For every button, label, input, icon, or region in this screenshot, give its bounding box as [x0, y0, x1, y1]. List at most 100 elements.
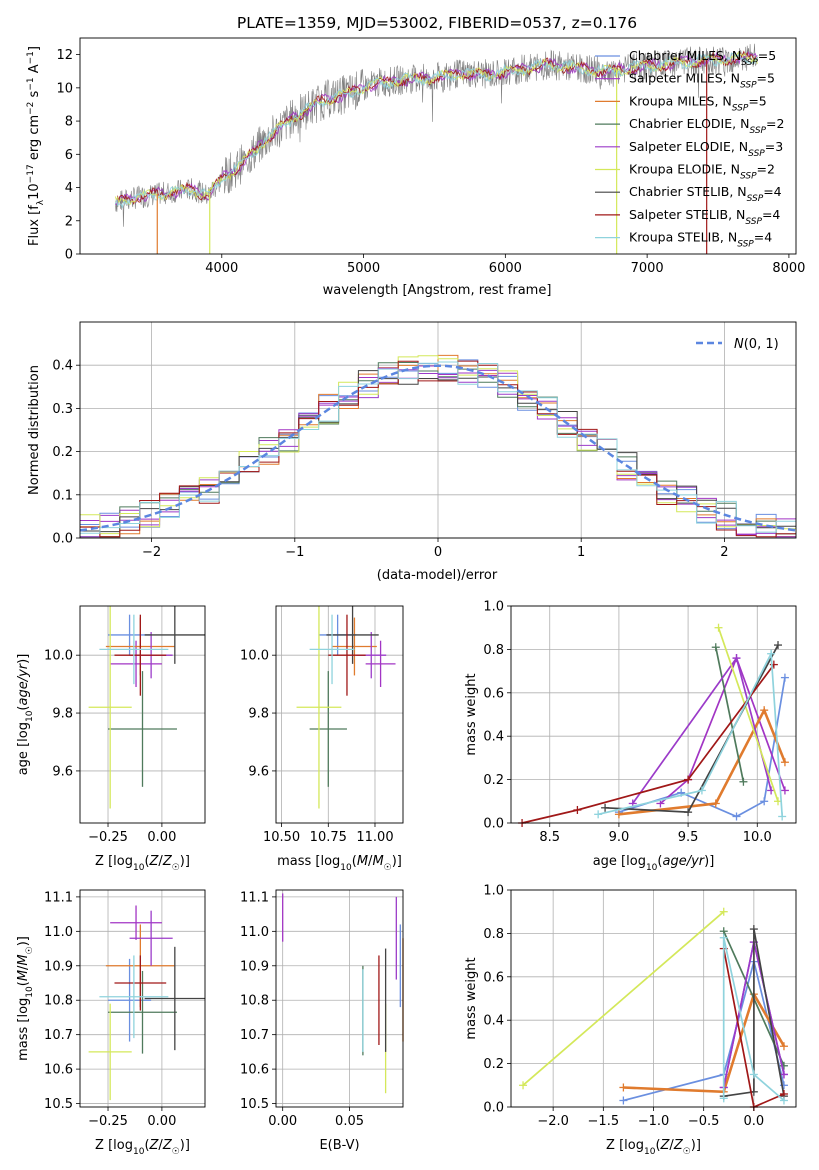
plot-area	[88, 905, 205, 1101]
plus-marker	[749, 925, 758, 934]
errorbar-point	[129, 910, 173, 966]
weight-line	[623, 990, 786, 1094]
weight-line	[717, 627, 779, 802]
y-tick-label: 0.6	[483, 970, 504, 985]
plus-marker	[778, 812, 787, 821]
axes-frame	[510, 889, 797, 1108]
axes-frame	[79, 889, 206, 1108]
plus-marker	[779, 1042, 788, 1051]
panel-mass-vs-ebv: 0.00 0.05 10.5 10.6 10.7 10.8 10.9 11.0 11.1 E(B-…	[240, 889, 404, 1153]
plus-marker	[760, 706, 769, 715]
x-tick-label: 2	[720, 545, 728, 560]
y-tick-label: 0.4	[483, 1014, 504, 1029]
y-axis-label: mass weight	[464, 957, 479, 1039]
x-tick-label: 0.00	[147, 1114, 176, 1129]
x-tick-label: 4000	[205, 261, 238, 276]
errorbar-point	[144, 606, 205, 664]
plus-marker	[519, 1081, 528, 1090]
y-tick-label: 9.8	[248, 707, 269, 722]
x-tick-label: 11.00	[356, 830, 393, 845]
y-tick-label: 0.2	[483, 773, 504, 788]
x-tick-label: −1.0	[638, 1114, 670, 1129]
y-tick-label: 10	[56, 81, 73, 96]
weight-line	[605, 644, 779, 813]
y-tick-label: 0.2	[483, 1057, 504, 1072]
y-tick-label: 11.0	[240, 925, 269, 940]
x-tick-label: −0.25	[88, 830, 128, 845]
plus-marker	[614, 810, 623, 819]
y-tick-label: 10.0	[240, 649, 269, 664]
plus-marker	[780, 758, 789, 767]
x-axis-label: age [log10(age/yr)]	[593, 854, 715, 873]
legend-entry: Kroupa STELIB, NSSP=4	[629, 230, 772, 250]
plus-marker	[739, 777, 748, 786]
legend-entry: N(0, 1)	[734, 337, 779, 352]
plot-area	[296, 606, 396, 809]
panel-residuals: −2 −1 0 1 2 0.0 0.1 0.2 0.3 0.4 (data-model)/error…	[27, 321, 797, 583]
panel-weight-vs-z: −2.0 −1.5 −1.0 −0.5 0.0 0.0 0.2 0.4 0.6 0.8 1.0 Z […	[464, 884, 797, 1157]
axes-frame	[510, 605, 797, 824]
plus-marker	[732, 812, 741, 821]
plus-marker	[711, 799, 720, 808]
x-axis-label: mass [log10(M/M☉)]	[277, 854, 402, 873]
x-tick-label: −0.5	[688, 1114, 720, 1129]
plot-area	[79, 354, 797, 538]
plus-marker	[601, 803, 610, 812]
weight-line	[723, 928, 785, 1098]
weight-line	[522, 911, 725, 1086]
plus-marker	[573, 805, 582, 814]
plus-marker	[779, 1070, 788, 1079]
x-tick-label: 0.00	[147, 830, 176, 845]
x-tick-label: 10.0	[743, 830, 772, 845]
plus-marker	[684, 775, 693, 784]
plus-marker	[619, 1083, 628, 1092]
plus-marker	[719, 907, 728, 916]
x-axis-label: E(B-V)	[319, 1138, 359, 1153]
x-tick-label: 0.0	[744, 1114, 765, 1129]
y-tick-label: 0.0	[52, 532, 73, 547]
errorbar-point	[110, 905, 162, 940]
errorbar-point	[309, 671, 347, 787]
errorbar-point	[114, 614, 167, 696]
y-axis-label: Flux [fλ10−17 erg cm−2 s−1 A−1]	[26, 46, 46, 246]
plus-marker	[619, 1096, 628, 1105]
y-tick-label: 6	[65, 148, 73, 163]
plus-marker	[732, 654, 741, 663]
errorbar-point	[99, 614, 169, 685]
plot-area	[518, 623, 789, 827]
weight-line	[632, 656, 772, 804]
plot-area	[519, 907, 788, 1111]
y-tick-label: 10.8	[44, 994, 73, 1009]
spectrum-model-line	[115, 50, 758, 205]
y-tick-label: 0.4	[483, 730, 504, 745]
y-tick-label: 9.6	[52, 764, 73, 779]
legend-entry: Chabrier MILES, NSSP=5	[629, 48, 776, 68]
legend-entry: Kroupa MILES, NSSP=5	[629, 93, 767, 113]
y-tick-label: 0.8	[483, 643, 504, 658]
x-axis-label: Z [log10(Z/Z☉)]	[606, 1138, 701, 1157]
errorbar-point	[365, 640, 396, 688]
y-tick-label: 10.7	[44, 1028, 73, 1043]
figure-content: 4000 5000 6000 7000 8000024681012wavelength …	[16, 37, 805, 1157]
x-axis-label: (data-model)/error	[377, 568, 498, 583]
errorbar-point	[108, 958, 152, 1042]
legend-entry: Salpeter ELODIE, NSSP=3	[629, 139, 783, 159]
plus-marker	[719, 933, 728, 942]
y-tick-label: 10.7	[240, 1028, 269, 1043]
legend-entry: Salpeter MILES, NSSP=5	[629, 71, 775, 91]
errorbar-point	[108, 671, 177, 787]
panel-mass-vs-z: −0.25 0.00 10.5 10.6 10.7 10.8 10.9 11.0 11.1 Z […	[16, 889, 206, 1157]
y-tick-label: 10.5	[44, 1097, 73, 1112]
spectrum-model-line	[114, 51, 758, 209]
y-tick-label: 11.1	[44, 890, 73, 905]
errorbar-point	[296, 606, 342, 809]
panel-age-vs-z: −0.25 0.00 9.6 9.8 10.0 Z [log10(Z/Z☉)] age [l…	[16, 605, 206, 873]
y-axis-label: Normed distribution	[27, 365, 42, 495]
y-tick-label: 9.6	[248, 764, 269, 779]
y-tick-label: 11.0	[44, 925, 73, 940]
errorbar-point	[328, 614, 366, 696]
axes-frame	[275, 889, 404, 1108]
x-tick-label: 8.5	[539, 830, 560, 845]
y-tick-label: 0.2	[52, 445, 73, 460]
plus-marker	[594, 810, 603, 819]
